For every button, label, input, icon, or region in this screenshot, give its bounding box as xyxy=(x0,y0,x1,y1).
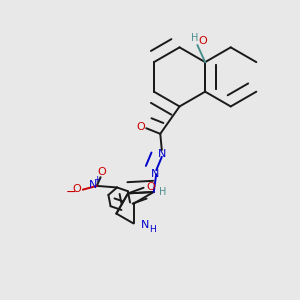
Text: H: H xyxy=(158,188,166,197)
Text: H: H xyxy=(191,33,199,43)
Text: O: O xyxy=(98,167,106,177)
Text: N: N xyxy=(89,180,97,190)
Text: N: N xyxy=(151,169,160,179)
Text: H: H xyxy=(149,225,156,234)
Text: N: N xyxy=(158,149,166,159)
Text: O: O xyxy=(146,182,155,192)
Text: O: O xyxy=(136,122,145,132)
Text: O: O xyxy=(199,36,207,46)
Text: O: O xyxy=(73,184,82,194)
Text: N: N xyxy=(141,220,149,230)
Text: −: − xyxy=(66,186,76,199)
Text: +: + xyxy=(93,175,100,184)
